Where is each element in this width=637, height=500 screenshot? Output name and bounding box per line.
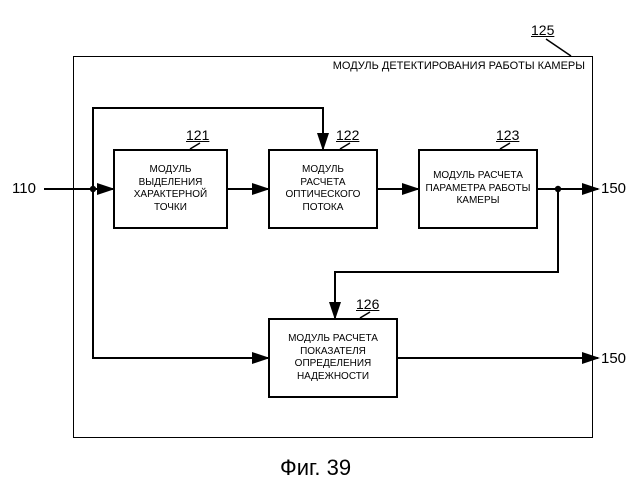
block-reliability-calc: МОДУЛЬ РАСЧЕТАПОКАЗАТЕЛЯОПРЕДЕЛЕНИЯНАДЕЖ… — [268, 318, 398, 398]
ref-122: 122 — [336, 127, 359, 143]
block-feature-point-extraction: МОДУЛЬВЫДЕЛЕНИЯХАРАКТЕРНОЙТОЧКИ — [113, 149, 228, 229]
block-122-text: МОДУЛЬРАСЧЕТАОПТИЧЕСКОГОПОТОКА — [286, 164, 361, 214]
block-123-text: МОДУЛЬ РАСЧЕТАПАРАМЕТРА РАБОТЫКАМЕРЫ — [426, 170, 531, 208]
wiring-layer — [0, 0, 637, 500]
output-150-top: 150 — [601, 180, 626, 197]
diagram-canvas: { "canvas": { "w": 637, "h": 500, "bg": … — [0, 0, 637, 500]
ref-126: 126 — [356, 296, 379, 312]
ref-121: 121 — [186, 127, 209, 143]
input-110-label: 110 — [12, 180, 36, 197]
ref-123: 123 — [496, 127, 519, 143]
junction-dot — [555, 186, 561, 192]
block-camera-param-calc: МОДУЛЬ РАСЧЕТАПАРАМЕТРА РАБОТЫКАМЕРЫ — [418, 149, 538, 229]
block-126-text: МОДУЛЬ РАСЧЕТАПОКАЗАТЕЛЯОПРЕДЕЛЕНИЯНАДЕЖ… — [288, 333, 378, 383]
leader-125 — [546, 39, 571, 56]
block-optical-flow-calc: МОДУЛЬРАСЧЕТАОПТИЧЕСКОГОПОТОКА — [268, 149, 378, 229]
figure-caption: Фиг. 39 — [280, 455, 351, 481]
block-121-text: МОДУЛЬВЫДЕЛЕНИЯХАРАКТЕРНОЙТОЧКИ — [134, 164, 207, 214]
junction-dot — [90, 186, 96, 192]
output-150-bottom: 150 — [601, 350, 626, 367]
